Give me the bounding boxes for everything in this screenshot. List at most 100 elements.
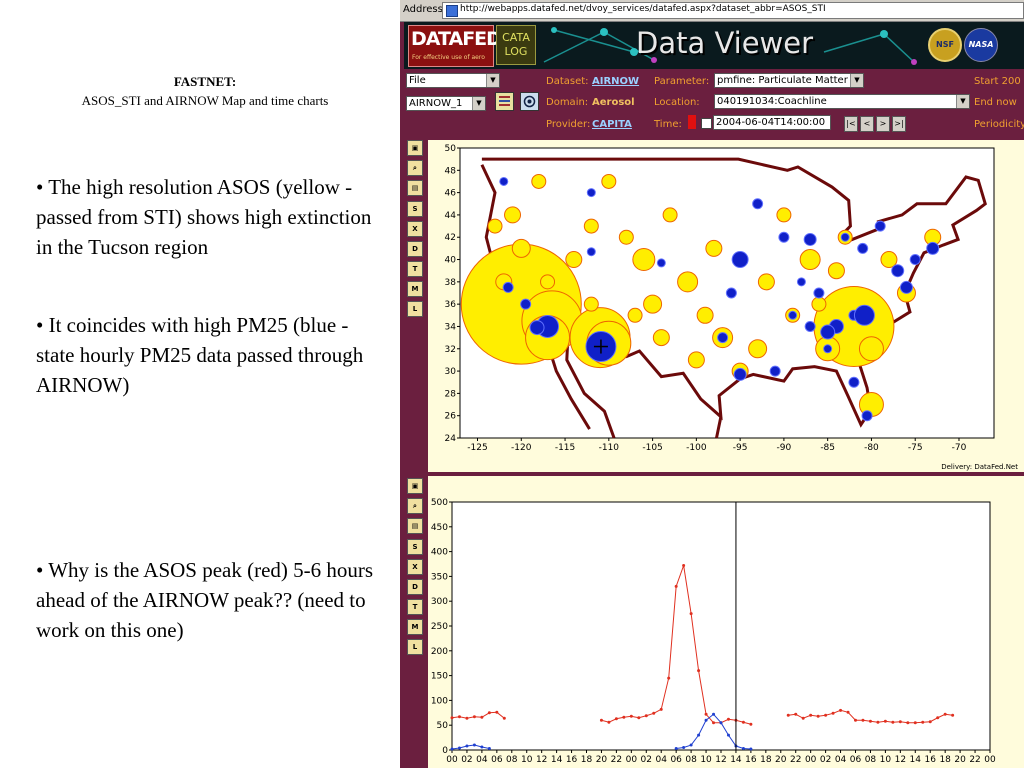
x-tick-label: 08 xyxy=(865,755,877,765)
toolbar-m-button[interactable]: M xyxy=(407,619,423,635)
timeseries-panel: 500 450 400 350 300 250 200 150 100 50 0 00 02 04 06 08… xyxy=(428,476,1024,768)
airnow-marker xyxy=(820,324,836,340)
zoom-icon[interactable]: ⌕ xyxy=(407,498,423,514)
nav-last-button[interactable]: >| xyxy=(892,116,906,132)
address-bar: Address http://webapps.datafed.net/dvoy_… xyxy=(400,0,1024,22)
provider-link[interactable]: CAPITA xyxy=(592,119,632,130)
toolbar-l-button[interactable]: L xyxy=(407,639,423,655)
asos-point xyxy=(689,612,693,616)
asos-marker xyxy=(858,336,884,362)
toolbar-d-button[interactable]: D xyxy=(407,241,423,257)
asos-marker xyxy=(632,248,656,272)
asos-marker xyxy=(827,262,845,280)
asos-marker xyxy=(748,339,768,359)
asos-point xyxy=(816,714,820,718)
airnow-marker xyxy=(502,281,514,293)
airnow-marker xyxy=(848,376,860,388)
airnow-marker xyxy=(861,410,873,422)
asos-point xyxy=(674,584,678,588)
nav-next-button[interactable]: > xyxy=(876,116,890,132)
asos-marker xyxy=(643,294,663,314)
toolbar-m-button[interactable]: M xyxy=(407,281,423,297)
layer-select[interactable]: AIRNOW_1 ▼ xyxy=(406,96,486,111)
y-tick-label: 350 xyxy=(431,572,448,582)
lat-tick-label: 50 xyxy=(445,144,457,154)
asos-point xyxy=(951,713,955,717)
asos-point xyxy=(839,708,843,712)
asos-marker xyxy=(677,271,699,293)
location-label: Location: xyxy=(654,97,700,108)
parameter-select[interactable]: pmfine: Particulate Matter 2.5 ▼ xyxy=(714,73,864,88)
url-input[interactable]: http://webapps.datafed.net/dvoy_services… xyxy=(442,2,1024,19)
zoom-icon[interactable]: ⌕ xyxy=(407,160,423,176)
toolbar-l-button[interactable]: L xyxy=(407,301,423,317)
mexico-coast xyxy=(565,342,616,439)
lat-tick-label: 48 xyxy=(445,166,457,176)
airnow-marker xyxy=(725,287,737,299)
airnow-point xyxy=(450,747,454,751)
lon-tick-label: -100 xyxy=(686,443,707,453)
airnow-marker xyxy=(769,365,781,377)
y-tick-label: 150 xyxy=(431,672,448,682)
end-label: End now xyxy=(974,97,1017,108)
dataset-link[interactable]: AIRNOW xyxy=(592,76,640,87)
view-icon[interactable] xyxy=(520,92,539,111)
asos-marker xyxy=(504,206,522,224)
nav-first-button[interactable]: |< xyxy=(844,116,858,132)
image-icon[interactable]: ▤ xyxy=(407,180,423,196)
x-tick-label: 10 xyxy=(521,755,533,765)
asos-point xyxy=(868,719,872,723)
airnow-marker xyxy=(586,247,596,257)
pm-map[interactable]: 50 48 46 44 42 40 38 36 34 32 30 28 26 24 -125 -120 -115… xyxy=(428,140,1024,472)
browser-window: Address http://webapps.datafed.net/dvoy_… xyxy=(400,0,1024,768)
x-tick-label: 22 xyxy=(790,755,801,765)
chevron-down-icon: ▼ xyxy=(956,95,969,108)
bullet-pm25-coincides: • It coincides with high PM25 (blue - st… xyxy=(36,313,364,397)
catalog-button[interactable]: CATA LOG xyxy=(496,25,536,65)
x-tick-label: 18 xyxy=(939,755,951,765)
time-label: Time: xyxy=(654,119,682,130)
image-icon[interactable]: ▤ xyxy=(407,518,423,534)
asos-marker xyxy=(511,238,531,258)
asos-point xyxy=(495,710,499,714)
asos-point xyxy=(487,711,491,715)
time-checkbox[interactable] xyxy=(701,118,712,129)
slide-text-panel: FASTNET: ASOS_STI and AIRNOW Map and tim… xyxy=(0,0,400,768)
save-icon[interactable]: ▣ xyxy=(407,140,423,156)
x-tick-label: 04 xyxy=(835,755,847,765)
toolbar-x-button[interactable]: X xyxy=(407,221,423,237)
list-icon[interactable] xyxy=(495,92,514,111)
x-tick-label: 14 xyxy=(551,755,563,765)
airnow-marker xyxy=(731,251,749,269)
lat-tick-label: 46 xyxy=(445,189,457,199)
asos-point xyxy=(936,716,940,720)
toolbar-s-button[interactable]: S xyxy=(407,201,423,217)
lon-tick-label: -80 xyxy=(864,443,879,453)
airnow-marker xyxy=(926,241,940,255)
location-select[interactable]: 040191034:Coachline ▼ xyxy=(714,94,970,109)
toolbar-d-button[interactable]: D xyxy=(407,579,423,595)
toolbar-s-button[interactable]: S xyxy=(407,539,423,555)
asos-point xyxy=(629,714,633,718)
lon-tick-label: -125 xyxy=(467,443,487,453)
airnow-point xyxy=(472,743,476,747)
nav-prev-button[interactable]: < xyxy=(860,116,874,132)
dataset-label: Dataset: xyxy=(546,76,589,87)
app-banner: DATAFED For effective use of aero CATA L… xyxy=(404,22,1024,69)
toolbar-x-button[interactable]: X xyxy=(407,559,423,575)
asos-point xyxy=(794,712,798,716)
file-select[interactable]: File ▼ xyxy=(406,73,500,88)
lat-tick-label: 28 xyxy=(445,389,457,399)
x-tick-label: 06 xyxy=(850,755,862,765)
y-tick-label: 50 xyxy=(437,721,449,731)
slide-title: FASTNET: xyxy=(173,74,237,89)
x-tick-label: 16 xyxy=(566,755,578,765)
toolbar-t-button[interactable]: T xyxy=(407,261,423,277)
x-tick-label: 20 xyxy=(596,755,608,765)
airnow-point xyxy=(704,718,708,722)
datafed-logo[interactable]: DATAFED For effective use of aero xyxy=(408,25,502,67)
time-input[interactable]: 2004-06-04T14:00:00 xyxy=(713,115,831,130)
save-icon[interactable]: ▣ xyxy=(407,478,423,494)
toolbar-t-button[interactable]: T xyxy=(407,599,423,615)
